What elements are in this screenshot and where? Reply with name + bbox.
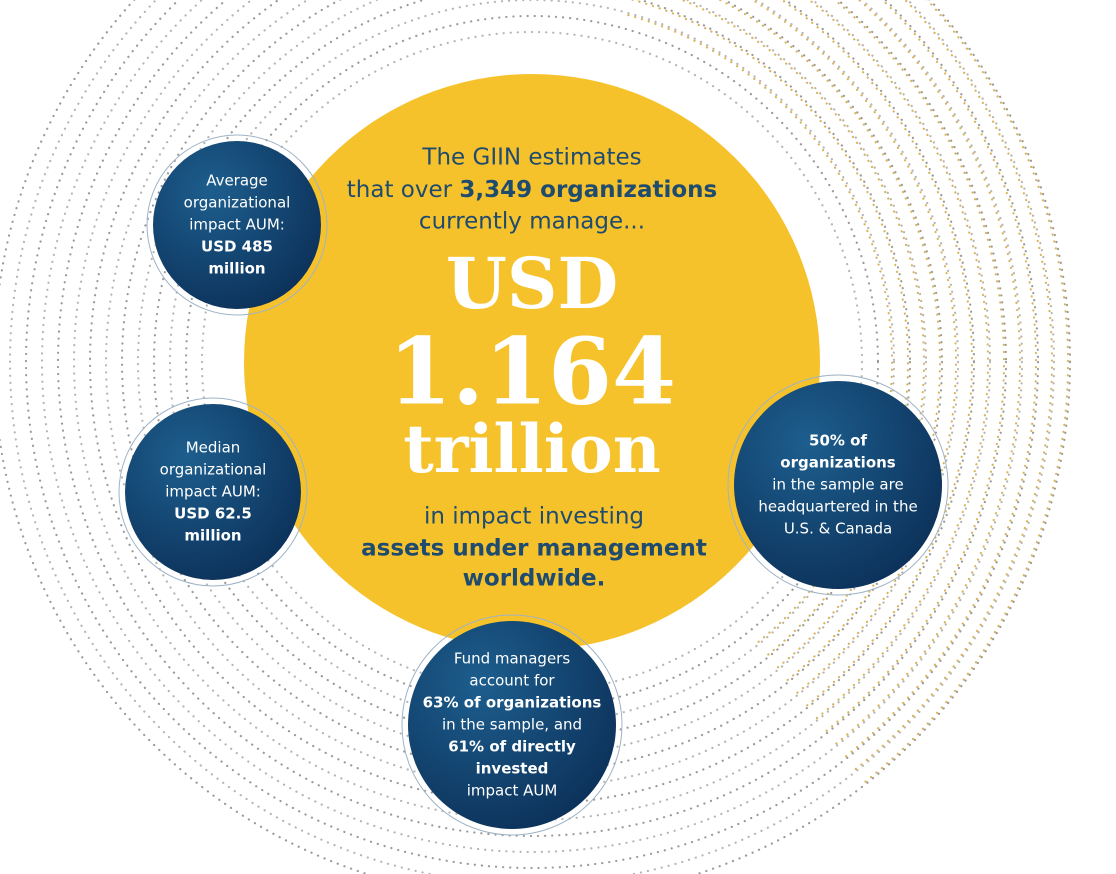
bubble-line: million (184, 527, 241, 545)
bubble (125, 404, 301, 580)
dotted-arc (121, 0, 943, 773)
bubble-line: organizational (160, 461, 267, 479)
dotted-arc (0, 0, 1071, 874)
dotted-arcs (0, 0, 1071, 874)
dotted-arc (41, 0, 1023, 853)
dotted-arc (9, 0, 1055, 874)
headline: trillion (403, 410, 661, 488)
bubble-line: impact AUM (467, 782, 558, 800)
bubble-line: organizations (780, 454, 896, 472)
bubble (734, 381, 942, 589)
main-circle (244, 74, 820, 650)
bubble-ring (146, 134, 328, 316)
dotted-arc-gold (844, 0, 1038, 758)
bubble-line: in the sample are (772, 476, 903, 494)
dotted-arc-gold (627, 14, 894, 646)
dotted-arc (25, 0, 1039, 869)
dotted-arc (73, 0, 991, 821)
bubble-ring (727, 374, 949, 596)
bubble-line: Fund managers (454, 650, 571, 668)
bubble-line: impact AUM: (189, 216, 285, 234)
bubble-ring (118, 397, 308, 587)
headline: 1.164 (388, 318, 676, 426)
bubble-line: million (208, 260, 265, 278)
bubble-line: organizational (184, 194, 291, 212)
bubble-line: in the sample, and (442, 716, 582, 734)
content: The GIIN estimates that over 3,349 organi… (118, 134, 949, 836)
bubble-line: U.S. & Canada (784, 520, 892, 538)
outro-line: assets under management (361, 536, 707, 562)
dotted-arc-gold (824, 0, 1006, 733)
dotted-arc-gold (631, 0, 910, 658)
intro-line: The GIIN estimates (421, 145, 641, 171)
bubble-line: Average (206, 172, 268, 190)
dotted-arc (105, 0, 959, 789)
bubble-line: USD 62.5 (174, 505, 252, 523)
bubble-line: USD 485 (201, 238, 273, 256)
outro-line: worldwide. (463, 566, 606, 592)
bubble-line: 50% of (809, 432, 867, 450)
bubble-line: account for (469, 672, 555, 690)
dotted-arc-gold (854, 0, 1054, 771)
bubble-line: impact AUM: (165, 483, 261, 501)
intro-line: currently manage... (419, 209, 645, 235)
dotted-arc-gold (864, 0, 1070, 783)
dotted-arc (57, 0, 1007, 837)
bubble (153, 141, 321, 309)
bubble (408, 621, 616, 829)
intro-line: that over 3,349 organizations (347, 177, 717, 203)
intro-text: that over (347, 177, 460, 203)
bubble-line: headquartered in the (758, 498, 917, 516)
headline: USD (446, 242, 618, 325)
dotted-arc (153, 0, 911, 741)
dotted-arc-gold (750, 0, 958, 696)
intro-highlight: 3,349 organizations (459, 177, 717, 203)
dotted-arc (89, 0, 975, 805)
outro-line: in impact investing (424, 504, 644, 530)
dotted-arc (184, 14, 880, 710)
dotted-arc-gold (780, 0, 974, 708)
bubble-line: Median (186, 439, 241, 457)
bubble-line: invested (476, 760, 549, 778)
bubble-line: 61% of directly (448, 738, 576, 756)
bubble-ring (401, 614, 623, 836)
bubble-line: 63% of organizations (423, 694, 602, 712)
